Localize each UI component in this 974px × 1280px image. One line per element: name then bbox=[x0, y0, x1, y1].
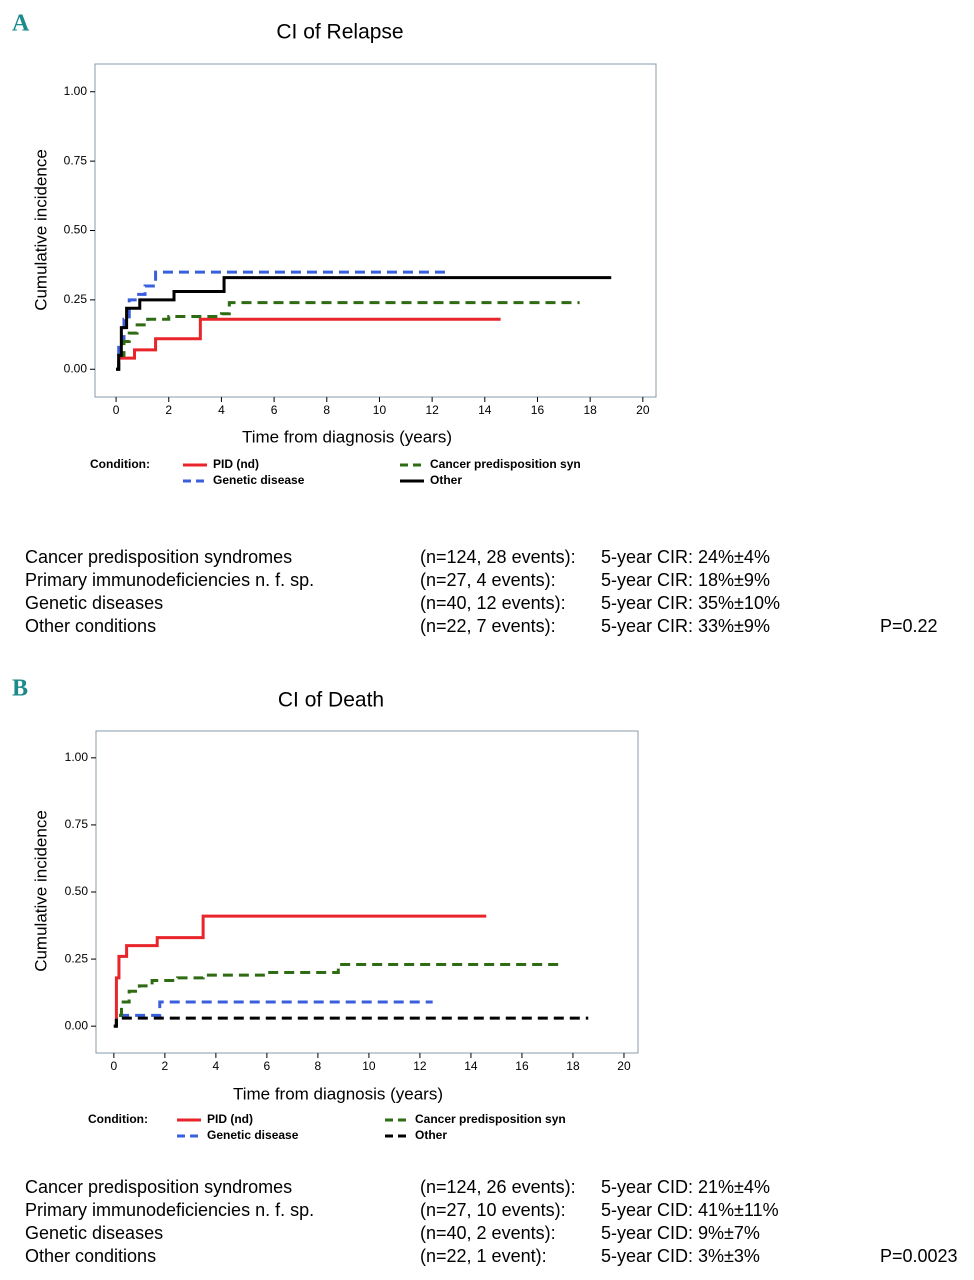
y-axis-label: Cumulative incidence bbox=[31, 810, 50, 972]
y-tick-label: 0.00 bbox=[65, 1018, 89, 1032]
summary-cell: 5-year CID: 9%±7% bbox=[601, 1223, 760, 1243]
x-tick-label: 16 bbox=[531, 403, 545, 417]
summary-cell: 5-year CIR: 33%±9% bbox=[601, 616, 770, 636]
summary-cell: (n=124, 28 events): bbox=[420, 547, 576, 567]
summary-cell: (n=124, 26 events): bbox=[420, 1177, 576, 1197]
x-tick-label: 14 bbox=[464, 1059, 478, 1073]
series-line bbox=[116, 276, 612, 371]
summary-cell: (n=27, 10 events): bbox=[420, 1200, 566, 1220]
summary-cell: Other conditions bbox=[25, 1246, 156, 1266]
x-tick-label: 8 bbox=[323, 403, 330, 417]
summary-cell: (n=40, 12 events): bbox=[420, 593, 566, 613]
chart-title: CI of Relapse bbox=[276, 21, 403, 44]
x-tick-label: 18 bbox=[583, 403, 597, 417]
x-tick-label: 10 bbox=[373, 403, 387, 417]
y-tick-label: 1.00 bbox=[65, 750, 89, 764]
x-tick-label: 12 bbox=[425, 403, 439, 417]
series-line bbox=[113, 1016, 589, 1028]
summary-cell: Primary immunodeficiencies n. f. sp. bbox=[25, 570, 314, 590]
legend-label: Genetic disease bbox=[213, 473, 305, 487]
y-tick-label: 0.50 bbox=[64, 223, 88, 237]
summary-cell: Genetic diseases bbox=[25, 1223, 163, 1243]
x-axis-label: Time from diagnosis (years) bbox=[233, 1084, 443, 1103]
y-tick-label: 0.75 bbox=[65, 817, 89, 831]
legend-label: PID (nd) bbox=[213, 457, 259, 471]
x-tick-label: 20 bbox=[636, 403, 650, 417]
legend-label: Genetic disease bbox=[207, 1128, 299, 1142]
panel-label: B bbox=[12, 676, 28, 702]
summary-cell: 5-year CIR: 35%±10% bbox=[601, 593, 780, 613]
summary-cell: 5-year CIR: 24%±4% bbox=[601, 547, 770, 567]
x-axis-label: Time from diagnosis (years) bbox=[242, 427, 452, 446]
p-value: P=0.22 bbox=[880, 616, 938, 636]
x-tick-label: 16 bbox=[515, 1059, 529, 1073]
summary-cell: (n=27, 4 events): bbox=[420, 570, 556, 590]
x-tick-label: 4 bbox=[213, 1059, 220, 1073]
series-line bbox=[113, 914, 487, 1028]
summary-cell: Genetic diseases bbox=[25, 593, 163, 613]
summary-cell: Other conditions bbox=[25, 616, 156, 636]
series-line bbox=[116, 301, 580, 371]
x-tick-label: 10 bbox=[362, 1059, 376, 1073]
summary-cell: Cancer predisposition syndromes bbox=[25, 1177, 292, 1197]
summary-cell: 5-year CIR: 18%±9% bbox=[601, 570, 770, 590]
chart-title: CI of Death bbox=[278, 689, 384, 712]
summary-cell: (n=22, 7 events): bbox=[420, 616, 556, 636]
series-line bbox=[113, 962, 563, 1028]
y-tick-label: 0.25 bbox=[65, 951, 89, 965]
summary-cell: 5-year CID: 3%±3% bbox=[601, 1246, 760, 1266]
summary-cell: Primary immunodeficiencies n. f. sp. bbox=[25, 1200, 314, 1220]
x-tick-label: 6 bbox=[271, 403, 278, 417]
plot-frame bbox=[95, 730, 639, 1054]
x-tick-label: 14 bbox=[478, 403, 492, 417]
x-tick-label: 2 bbox=[165, 403, 172, 417]
summary-cell: 5-year CID: 21%±4% bbox=[601, 1177, 770, 1197]
y-tick-label: 0.75 bbox=[64, 153, 88, 167]
x-tick-label: 4 bbox=[218, 403, 225, 417]
x-tick-label: 12 bbox=[413, 1059, 427, 1073]
x-tick-label: 6 bbox=[264, 1059, 271, 1073]
summary-cell: Cancer predisposition syndromes bbox=[25, 547, 292, 567]
plot-frame bbox=[94, 63, 657, 398]
x-tick-label: 18 bbox=[566, 1059, 580, 1073]
series-line bbox=[116, 270, 446, 371]
legend-label: Other bbox=[415, 1128, 447, 1142]
summary-cell: (n=40, 2 events): bbox=[420, 1223, 556, 1243]
legend-label: Other bbox=[430, 473, 462, 487]
series-line bbox=[113, 1000, 433, 1028]
legend-title: Condition: bbox=[88, 1112, 148, 1126]
legend-label: PID (nd) bbox=[207, 1112, 253, 1126]
panel-label: A bbox=[12, 11, 30, 37]
x-tick-label: 8 bbox=[315, 1059, 322, 1073]
y-axis-label: Cumulative incidence bbox=[31, 149, 50, 311]
legend-label: Cancer predisposition syn bbox=[430, 457, 581, 471]
y-tick-label: 0.25 bbox=[64, 292, 88, 306]
legend-label: Cancer predisposition syn bbox=[415, 1112, 566, 1126]
summary-cell: (n=22, 1 event): bbox=[420, 1246, 547, 1266]
series-line bbox=[116, 317, 501, 371]
x-tick-label: 0 bbox=[111, 1059, 118, 1073]
p-value: P=0.0023 bbox=[880, 1246, 958, 1266]
y-tick-label: 0.00 bbox=[64, 361, 88, 375]
legend-title: Condition: bbox=[90, 457, 150, 471]
x-tick-label: 2 bbox=[162, 1059, 169, 1073]
summary-cell: 5-year CID: 41%±11% bbox=[601, 1200, 779, 1220]
y-tick-label: 1.00 bbox=[64, 84, 88, 98]
x-tick-label: 0 bbox=[113, 403, 120, 417]
x-tick-label: 20 bbox=[617, 1059, 631, 1073]
y-tick-label: 0.50 bbox=[65, 884, 89, 898]
